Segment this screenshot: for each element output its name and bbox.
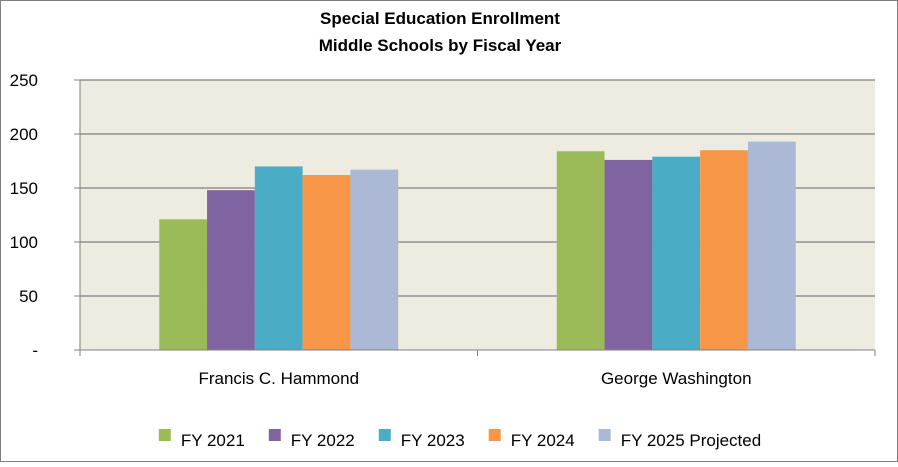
legend-item: FY 2022 xyxy=(268,429,355,450)
bar xyxy=(350,169,399,350)
bar xyxy=(700,150,748,350)
bar xyxy=(302,175,351,350)
legend-label: FY 2024 xyxy=(511,431,575,450)
legend-swatch xyxy=(268,429,281,441)
legend-label: FY 2022 xyxy=(291,431,355,450)
x-tick-label: Francis C. Hammond xyxy=(198,369,359,388)
legend-swatch xyxy=(598,429,611,441)
bar xyxy=(207,190,255,350)
x-tick-label: George Washington xyxy=(601,369,752,388)
legend-item: FY 2023 xyxy=(378,429,465,450)
bars xyxy=(159,141,796,350)
legend-label: FY 2021 xyxy=(181,431,245,450)
legend-item: FY 2025 Projected xyxy=(598,429,762,450)
bar xyxy=(652,156,701,350)
y-tick-label: - xyxy=(32,341,38,360)
legend-item: FY 2024 xyxy=(488,429,575,450)
legend-swatch xyxy=(488,429,501,441)
axes: - 50 100 150 200 250 Francis C. Hammond George … xyxy=(10,71,876,388)
legend: FY 2021 FY 2022 FY 2023 FY 2024 FY 2025 Proj… xyxy=(158,429,762,450)
bar xyxy=(747,141,796,350)
bar xyxy=(604,159,653,350)
bar xyxy=(254,166,303,350)
bar xyxy=(556,151,605,350)
legend-label: FY 2023 xyxy=(401,431,465,450)
legend-swatch xyxy=(158,429,171,441)
y-tick-label: 250 xyxy=(10,71,38,90)
y-tick-label: 150 xyxy=(10,179,38,198)
chart-title: Special Education Enrollment xyxy=(320,9,560,28)
legend-swatch xyxy=(378,429,391,441)
y-tick-label: 50 xyxy=(19,287,38,306)
bar xyxy=(159,219,208,350)
legend-label: FY 2025 Projected xyxy=(621,431,762,450)
y-tick-label: 100 xyxy=(10,233,38,252)
legend-item: FY 2021 xyxy=(158,429,245,450)
chart-subtitle: Middle Schools by Fiscal Year xyxy=(319,36,562,55)
y-tick-label: 200 xyxy=(10,125,38,144)
